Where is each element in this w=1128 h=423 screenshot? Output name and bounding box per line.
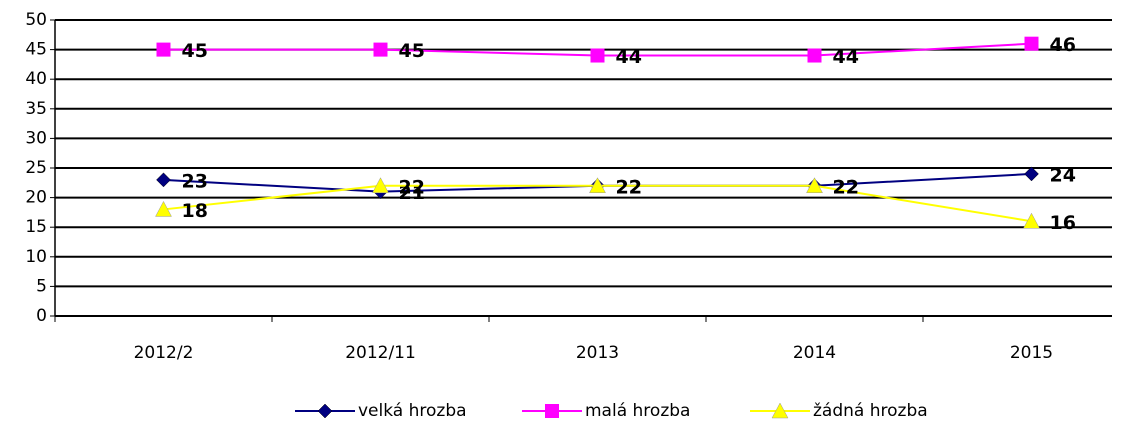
- data-label: 22: [399, 176, 425, 198]
- y-tick-label: 5: [36, 276, 47, 296]
- data-point: [372, 177, 389, 194]
- legend-marker: [545, 404, 559, 418]
- y-tick-label: 20: [25, 188, 47, 208]
- data-point: [1024, 166, 1039, 182]
- legend-label: malá hrozba: [585, 401, 690, 421]
- data-label: 44: [833, 46, 859, 68]
- x-tick-label: 2015: [1010, 343, 1053, 363]
- data-label: 21: [399, 182, 425, 204]
- legend-marker: [317, 403, 333, 419]
- data-point: [806, 177, 823, 194]
- data-label: 16: [1050, 212, 1076, 234]
- y-tick-label: 0: [36, 306, 47, 326]
- y-tick-label: 10: [25, 247, 47, 267]
- y-tick-label: 35: [25, 99, 47, 119]
- data-label: 22: [833, 176, 859, 198]
- data-point: [807, 48, 822, 63]
- y-tick-label: 30: [25, 128, 47, 148]
- data-point: [156, 172, 171, 188]
- data-label: 46: [1050, 34, 1076, 56]
- data-label: 45: [182, 40, 208, 62]
- data-point: [156, 42, 171, 57]
- x-tick-label: 2012/2: [134, 343, 194, 363]
- y-tick-label: 40: [25, 69, 47, 89]
- data-point: [590, 48, 605, 63]
- data-point: [589, 177, 606, 194]
- y-tick-label: 45: [25, 40, 47, 60]
- data-label: 23: [182, 170, 208, 192]
- legend-label: žádná hrozba: [813, 401, 928, 421]
- x-tick-label: 2014: [793, 343, 836, 363]
- legend-marker: [771, 402, 789, 419]
- data-label: 45: [399, 40, 425, 62]
- data-point: [155, 200, 172, 217]
- data-label: 22: [616, 176, 642, 198]
- y-tick-label: 50: [25, 10, 47, 30]
- x-tick-label: 2013: [576, 343, 619, 363]
- data-point: [1024, 36, 1039, 51]
- data-label: 44: [616, 46, 642, 68]
- data-point: [1023, 212, 1040, 229]
- x-tick-label: 2012/11: [345, 343, 416, 363]
- y-tick-label: 15: [25, 217, 47, 237]
- legend-label: velká hrozba: [358, 401, 467, 421]
- data-point: [373, 42, 388, 57]
- y-tick-label: 25: [25, 158, 47, 178]
- data-label: 24: [1050, 164, 1076, 186]
- data-label: 22: [616, 176, 642, 198]
- data-label: 18: [182, 200, 208, 222]
